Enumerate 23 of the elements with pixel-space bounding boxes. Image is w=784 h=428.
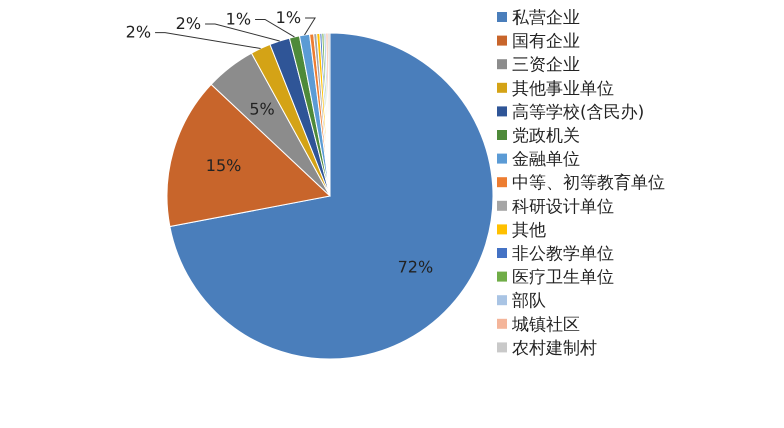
data-label: 1% bbox=[226, 9, 252, 28]
legend-label: 医疗卫生单位 bbox=[512, 268, 614, 288]
legend-label: 金融单位 bbox=[512, 150, 580, 170]
pie-slice bbox=[169, 32, 494, 360]
data-label: 1% bbox=[276, 8, 302, 27]
legend-label: 科研设计单位 bbox=[512, 196, 614, 217]
legend-label: 党政机关 bbox=[512, 126, 580, 146]
data-label: 2% bbox=[126, 22, 152, 42]
data-label: 5% bbox=[249, 99, 275, 118]
legend-label: 三资企业 bbox=[512, 55, 580, 76]
data-label: 2% bbox=[176, 14, 202, 34]
legend-label: 其他事业单位 bbox=[512, 78, 614, 99]
legend-label: 中等、初等教育单位 bbox=[512, 173, 665, 194]
legend-label: 私营企业 bbox=[512, 8, 580, 28]
legend-label: 城镇社区 bbox=[511, 314, 580, 335]
legend-label: 非公教学单位 bbox=[512, 244, 614, 264]
data-label: 72% bbox=[398, 258, 434, 277]
data-label: 15% bbox=[206, 156, 242, 176]
legend-label: 部队 bbox=[512, 291, 546, 312]
legend-label: 高等学校(含民办) bbox=[512, 102, 644, 122]
legend-label: 国有企业 bbox=[512, 32, 580, 52]
legend-label: 农村建制村 bbox=[512, 338, 597, 358]
legend-label: 其他 bbox=[512, 220, 546, 240]
